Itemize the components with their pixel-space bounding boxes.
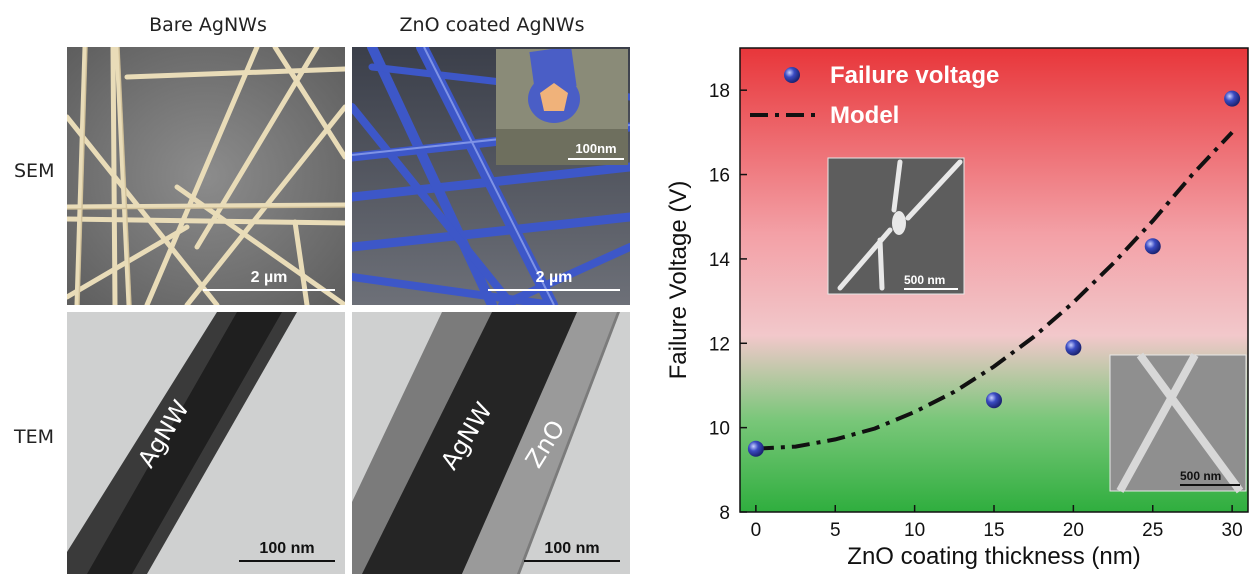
y-axis-title: Failure Voltage (V) [665,181,692,380]
failure-voltage-chart: 500 nm 500 nm 0 5 10 15 20 25 30 8 10 12 14 16 18 ZnO c… [665,47,1249,570]
row-header-sem: SEM [14,160,55,182]
sem-zno-image [352,47,630,305]
tem-bare-scalebar [239,560,335,562]
failure-voltage-point [747,440,764,457]
y-tick-label: 12 [709,334,730,355]
sem-bare-scalebar [203,289,335,291]
failure-voltage-point [1065,339,1082,356]
y-tick-label: 16 [709,166,730,187]
x-tick-label: 10 [904,520,925,541]
legend-model: Model [830,102,899,129]
sem-zno-scalebar-label: 2 µm [535,269,573,286]
y-tick-label: 8 [719,503,730,524]
sem-zno-inset-scalebar-label: 100nm [575,141,617,156]
sem-zno-inset: 100nm [496,49,628,165]
y-tick-label: 10 [709,419,730,440]
sem-zno-scalebar [488,289,620,291]
tem-bare-scalebar-label: 100 nm [259,540,315,557]
sem-bare-panel: 2 µm [67,47,345,305]
legend-point-marker [784,67,800,83]
tem-bare-image [67,312,345,574]
failed-nanowire-strands [837,159,963,291]
column-header-zno: ZnO coated AgNWs [399,14,585,36]
intact-nanowire-strands [1116,352,1244,494]
y-tick-label: 18 [709,81,730,102]
x-tick-label: 15 [983,520,1004,541]
x-tick-label: 0 [751,520,762,541]
x-tick-label: 30 [1222,520,1243,541]
tem-zno-scalebar-label: 100 nm [544,540,600,557]
tem-zno-image [352,312,630,574]
tem-bare-panel: AgNW 100 nm [67,312,345,574]
tem-zno-scalebar [524,560,620,562]
failure-voltage-point [1224,90,1241,107]
legend-failure-voltage: Failure voltage [830,62,999,89]
sem-bare-image [67,47,345,305]
failure-voltage-point [986,392,1002,409]
row-header-tem: TEM [14,426,55,448]
x-tick-label: 5 [830,520,841,541]
intact-inset-scalebar-label: 500 nm [1180,469,1221,483]
tem-zno-panel: AgNW ZnO 100 nm [352,312,630,574]
model-line [755,131,1234,451]
sem-zno-inset-scalebar [568,158,624,160]
sem-bare-scalebar-label: 2 µm [250,269,288,286]
x-axis-title: ZnO coating thickness (nm) [847,543,1140,570]
failed-nanowire-bead [892,211,906,235]
x-tick-label: 20 [1063,520,1084,541]
y-tick-label: 14 [709,250,731,271]
failed-inset-scalebar-label: 500 nm [904,273,945,287]
failure-voltage-point [1144,238,1161,255]
column-header-bare: Bare AgNWs [149,14,267,36]
x-tick-label: 25 [1142,520,1163,541]
sem-zno-panel: 100nm 2 µm [352,47,630,305]
